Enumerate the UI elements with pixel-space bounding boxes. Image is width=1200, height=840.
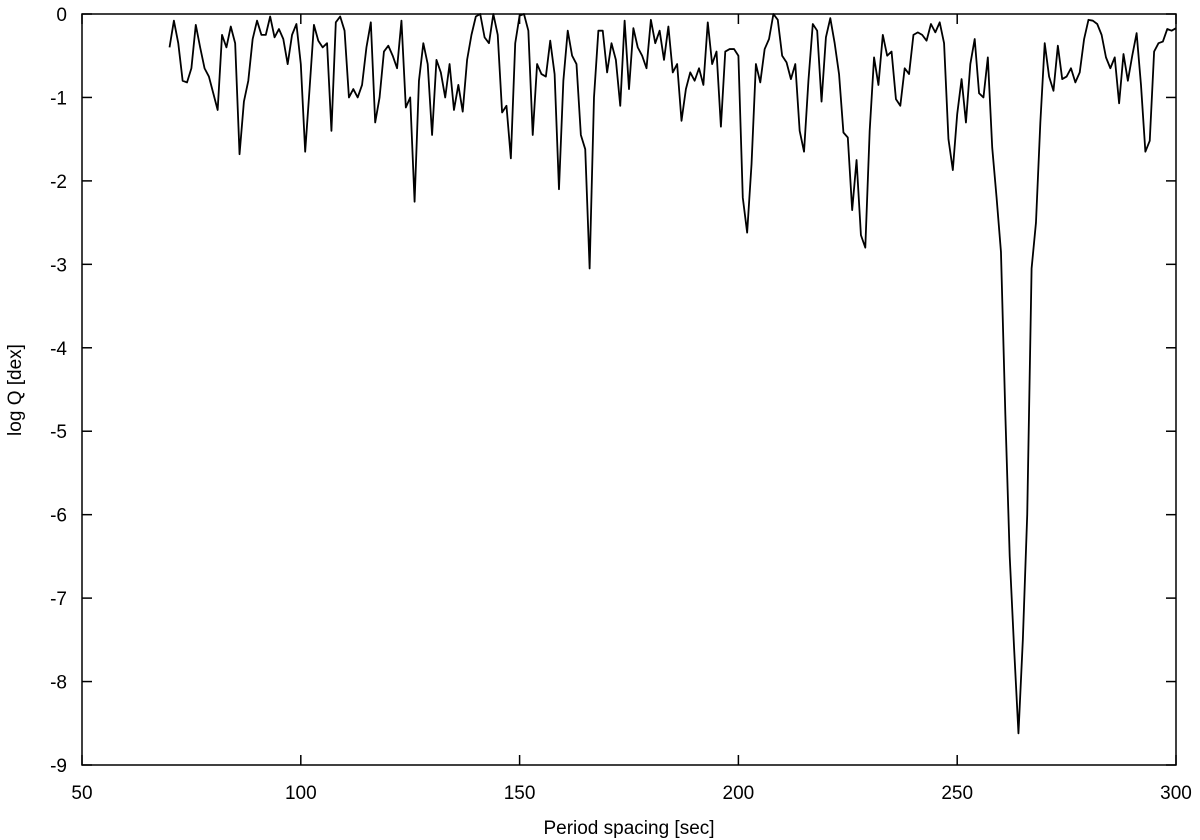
- x-tick-label: 150: [504, 783, 536, 804]
- y-axis-label: log Q [dex]: [5, 344, 26, 436]
- x-tick-label: 200: [723, 783, 755, 804]
- x-axis-label: Period spacing [sec]: [543, 818, 714, 839]
- y-tick-label: -8: [50, 673, 67, 694]
- y-tick-label: -7: [50, 589, 67, 610]
- plot-frame: [81, 13, 1177, 766]
- y-tick-label: -2: [50, 172, 67, 193]
- x-tick-label: 300: [1160, 783, 1192, 804]
- y-tick-label: -5: [50, 422, 67, 443]
- y-tick-label: -4: [50, 339, 67, 360]
- data-line: [168, 13, 1177, 735]
- y-tick-label: -6: [50, 506, 67, 527]
- y-tick-label: -9: [50, 756, 67, 777]
- y-tick-label: -1: [50, 88, 67, 109]
- y-tick-label: 0: [56, 5, 67, 26]
- y-tick-label: -3: [50, 255, 67, 276]
- x-tick-label: 100: [285, 783, 317, 804]
- x-tick-label: 250: [941, 783, 973, 804]
- x-tick-label: 50: [71, 783, 92, 804]
